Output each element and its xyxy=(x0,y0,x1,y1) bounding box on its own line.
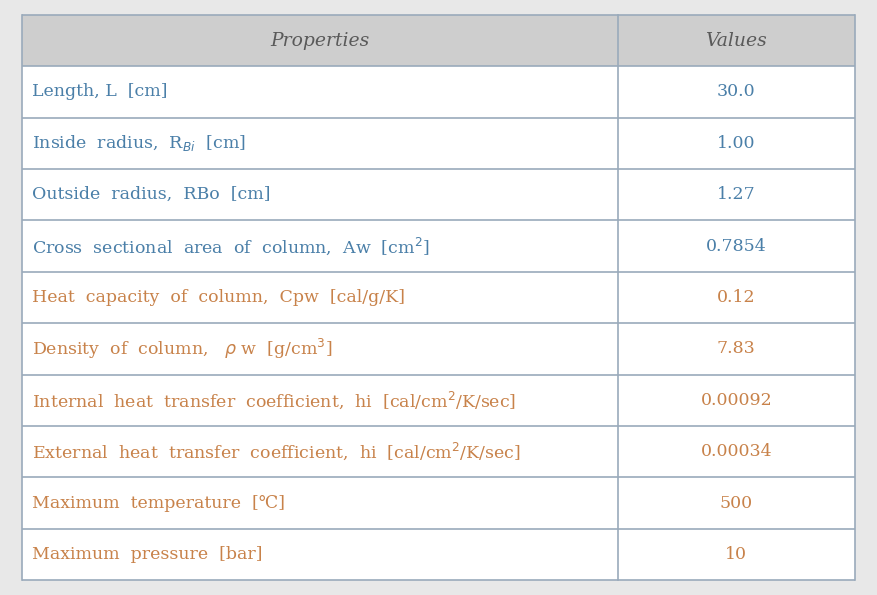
Bar xyxy=(22,323,855,375)
Text: 7.83: 7.83 xyxy=(717,340,756,358)
Text: 1.00: 1.00 xyxy=(717,135,756,152)
Text: 0.12: 0.12 xyxy=(717,289,756,306)
Bar xyxy=(22,272,855,323)
Text: 10: 10 xyxy=(725,546,747,563)
Text: Properties: Properties xyxy=(270,32,369,49)
Text: External  heat  transfer  coefficient,  hi  [cal/cm$^{2}$/K/sec]: External heat transfer coefficient, hi [… xyxy=(32,441,521,462)
Text: Maximum  temperature  [℃]: Maximum temperature [℃] xyxy=(32,494,285,512)
Text: 1.27: 1.27 xyxy=(717,186,756,203)
Bar xyxy=(22,375,855,426)
Text: Inside  radius,  R$_{Bi}$  [cm]: Inside radius, R$_{Bi}$ [cm] xyxy=(32,133,246,154)
Text: 0.00034: 0.00034 xyxy=(701,443,772,460)
Bar xyxy=(22,220,855,272)
Text: Length, L  [cm]: Length, L [cm] xyxy=(32,83,168,101)
Text: 0.7854: 0.7854 xyxy=(706,237,766,255)
Text: Values: Values xyxy=(705,32,767,49)
Text: Maximum  pressure  [bar]: Maximum pressure [bar] xyxy=(32,546,263,563)
Bar xyxy=(22,118,855,169)
Text: 500: 500 xyxy=(720,494,753,512)
Text: Outside  radius,  RBo  [cm]: Outside radius, RBo [cm] xyxy=(32,186,271,203)
Text: 0.00092: 0.00092 xyxy=(701,392,773,409)
Bar xyxy=(22,15,855,66)
Bar xyxy=(22,426,855,477)
Text: Heat  capacity  of  column,  Cpw  [cal/g/K]: Heat capacity of column, Cpw [cal/g/K] xyxy=(32,289,405,306)
Bar xyxy=(22,529,855,580)
Bar xyxy=(22,66,855,118)
Text: Cross  sectional  area  of  column,  Aw  [cm$^{2}$]: Cross sectional area of column, Aw [cm$^… xyxy=(32,236,430,257)
Text: 30.0: 30.0 xyxy=(717,83,756,101)
Text: Internal  heat  transfer  coefficient,  hi  [cal/cm$^{2}$/K/sec]: Internal heat transfer coefficient, hi [… xyxy=(32,390,517,411)
Bar xyxy=(22,477,855,529)
Bar xyxy=(22,169,855,220)
Text: Density  of  column,   $\rho$ w  [g/cm$^{3}$]: Density of column, $\rho$ w [g/cm$^{3}$] xyxy=(32,337,333,361)
